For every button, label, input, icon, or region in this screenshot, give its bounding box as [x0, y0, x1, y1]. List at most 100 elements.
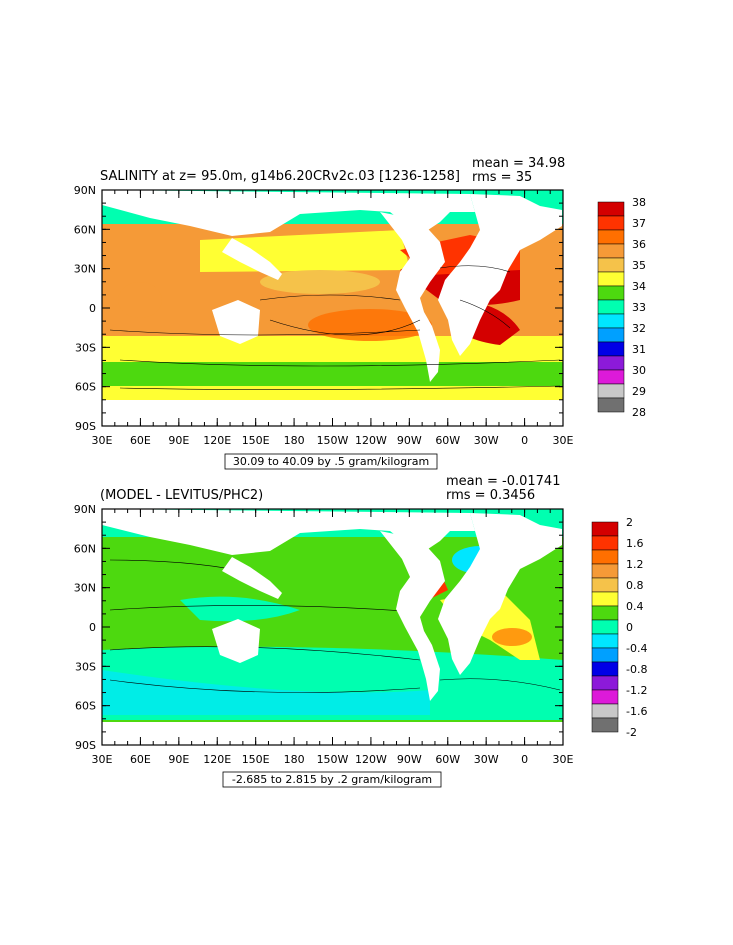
lon-label: 150W: [317, 753, 349, 766]
map-field: [102, 509, 563, 745]
panel-title: SALINITY at z= 95.0m, g14b6.20CRv2c.03 […: [100, 169, 460, 184]
lon-label: 120W: [355, 753, 387, 766]
colorbar-label: -0.4: [626, 642, 647, 655]
colorbar-swatch: [597, 327, 625, 343]
colorbar-swatch: [591, 689, 619, 705]
range-label: -2.685 to 2.815 by .2 gram/kilogram: [232, 773, 432, 786]
lat-label: 90S: [75, 739, 96, 752]
lon-label: 30E: [553, 753, 574, 766]
lon-label: 60E: [130, 753, 151, 766]
colorbar-label: 34: [632, 280, 646, 293]
colorbar-label: 29: [632, 385, 646, 398]
stats-rms: rms = 35: [472, 170, 532, 185]
latitude-labels: 90N 60N 30N 0 30S 60S 90S: [74, 184, 96, 433]
lon-label: 0: [521, 434, 528, 447]
colorbar-swatch: [591, 521, 619, 537]
lon-label: 90W: [397, 434, 422, 447]
lon-label: 150E: [242, 753, 270, 766]
range-label-box: [224, 453, 438, 470]
colorbar-swatch: [597, 243, 625, 259]
colorbar-label: 35: [632, 259, 646, 272]
colorbar-swatch: [591, 563, 619, 579]
lon-label: 30E: [92, 434, 113, 447]
lat-label: 60S: [75, 700, 96, 713]
colorbar-label: 0.8: [626, 579, 644, 592]
colorbar-label: 31: [632, 343, 646, 356]
lat-label: 90N: [74, 503, 96, 516]
colorbar-swatch: [591, 647, 619, 663]
colorbar-swatch: [597, 257, 625, 273]
colorbar-label: 1.2: [626, 558, 644, 571]
lon-label: 30W: [474, 753, 499, 766]
colorbar-label: -1.2: [626, 684, 647, 697]
lon-label: 90E: [168, 753, 189, 766]
colorbar-swatch: [597, 215, 625, 231]
lon-label: 150E: [242, 434, 270, 447]
colorbar-swatch: [597, 229, 625, 245]
colorbar-swatch: [591, 549, 619, 565]
lat-label: 90N: [74, 184, 96, 197]
latitude-labels: 90N 60N 30N 0 30S 60S 90S: [74, 503, 96, 752]
colorbar: 38 37 36 35 34 33 32 31 30 29 28: [597, 196, 646, 419]
salinity-panel: SALINITY at z= 95.0m, g14b6.20CRv2c.03 […: [74, 156, 646, 470]
lat-label: 30N: [74, 263, 96, 276]
colorbar-swatch: [597, 383, 625, 399]
lon-label: 0: [521, 753, 528, 766]
colorbar-swatch: [591, 619, 619, 635]
colorbar-label: 28: [632, 406, 646, 419]
stats-mean: mean = 34.98: [472, 156, 565, 171]
colorbar-label: 0: [626, 621, 633, 634]
colorbar-label: -1.6: [626, 705, 647, 718]
lat-label: 30S: [75, 341, 96, 354]
colorbar-swatch: [591, 675, 619, 691]
colorbar-swatch: [597, 299, 625, 315]
lon-label: 90W: [397, 753, 422, 766]
lat-label: 60S: [75, 381, 96, 394]
colorbar-swatch: [597, 397, 625, 413]
colorbar-swatch: [591, 577, 619, 593]
map-field: [102, 190, 563, 426]
colorbar-swatch: [591, 591, 619, 607]
lat-label: 60N: [74, 223, 96, 236]
lon-label: 30E: [92, 753, 113, 766]
colorbar: 2 1.6 1.2 0.8 0.4 0 -0.4 -0.8 -1.2 -1.6 -2: [591, 516, 647, 739]
colorbar-label: -0.8: [626, 663, 647, 676]
lon-label: 90E: [168, 434, 189, 447]
range-label: 30.09 to 40.09 by .5 gram/kilogram: [233, 455, 429, 468]
lon-label: 180: [284, 434, 305, 447]
lon-label: 60E: [130, 434, 151, 447]
colorbar-swatch: [597, 313, 625, 329]
colorbar-swatch: [591, 661, 619, 677]
colorbar-label: 32: [632, 322, 646, 335]
lon-label: 180: [284, 753, 305, 766]
lat-label: 30S: [75, 660, 96, 673]
panel-title: (MODEL - LEVITUS/PHC2): [100, 488, 263, 503]
difference-panel: (MODEL - LEVITUS/PHC2) mean = -0.01741 r…: [74, 474, 647, 788]
stats-rms: rms = 0.3456: [446, 488, 535, 503]
lat-label: 30N: [74, 582, 96, 595]
colorbar-swatch: [597, 285, 625, 301]
longitude-labels: 30E 60E 90E 120E 150E 180 150W 120W 90W 60W 30W 0 30…: [92, 753, 574, 766]
colorbar-label: 2: [626, 516, 633, 529]
colorbar-swatch: [597, 355, 625, 371]
lat-label: 0: [89, 302, 96, 315]
colorbar-swatch: [597, 341, 625, 357]
longitude-labels: 30E 60E 90E 120E 150E 180 150W 120W 90W 60W 30W 0 30…: [92, 434, 574, 447]
colorbar-swatch: [591, 633, 619, 649]
colorbar-swatch: [597, 369, 625, 385]
colorbar-label: 33: [632, 301, 646, 314]
colorbar-label: 38: [632, 196, 646, 209]
colorbar-label: 36: [632, 238, 646, 251]
colorbar-swatch: [591, 605, 619, 621]
lat-label: 90S: [75, 420, 96, 433]
colorbar-label: -2: [626, 726, 637, 739]
lon-label: 60W: [435, 753, 460, 766]
range-label-box: [222, 771, 442, 788]
colorbar-label: 0.4: [626, 600, 644, 613]
axis-ticks: [101, 189, 564, 427]
colorbar-swatch: [591, 535, 619, 551]
lon-label: 120W: [355, 434, 387, 447]
colorbar-label: 30: [632, 364, 646, 377]
colorbar-swatch: [597, 271, 625, 287]
